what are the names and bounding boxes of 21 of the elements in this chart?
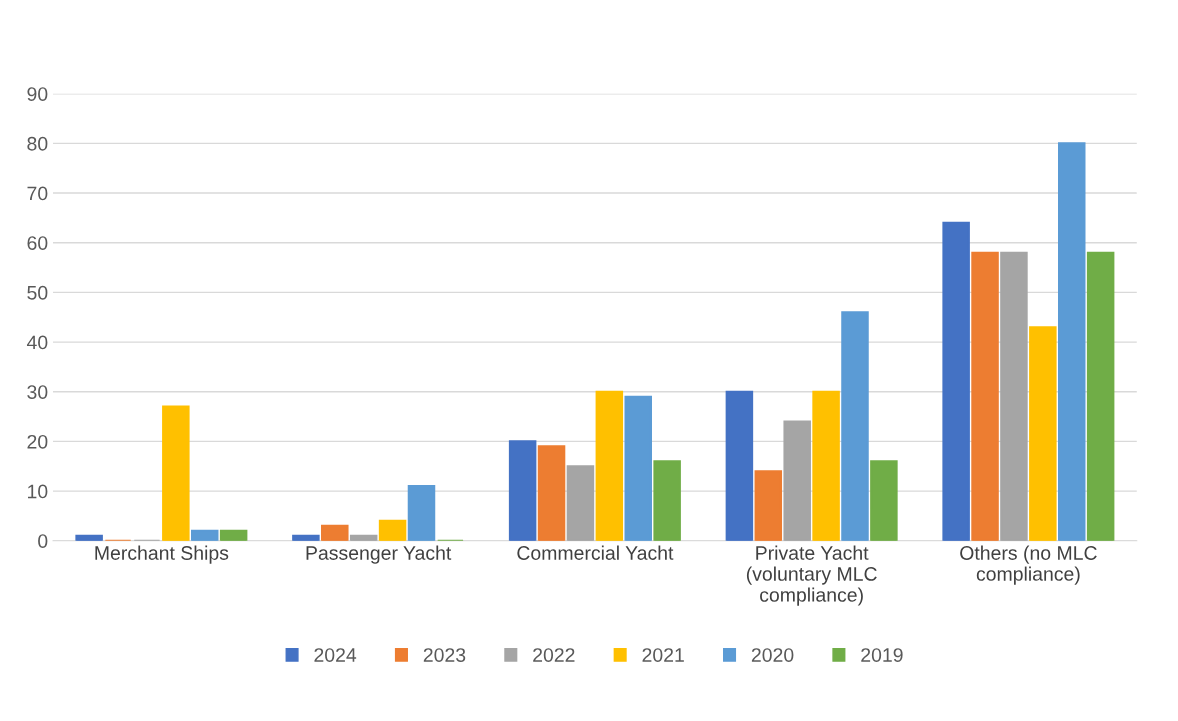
- y-tick-label: 60: [27, 236, 48, 250]
- y-tick-label: 0: [38, 534, 48, 548]
- x-tick-label: Merchant Ships: [95, 545, 229, 564]
- x-tick-label: Commercial Yacht: [517, 545, 674, 560]
- y-tick-label: 30: [27, 385, 48, 399]
- legend-label: 2023: [423, 648, 466, 662]
- legend-label: 2022: [533, 648, 575, 662]
- x-tick-label: Passenger Yacht: [306, 545, 452, 564]
- legend-label: 2021: [642, 648, 684, 662]
- legend-label: 2019: [861, 648, 903, 662]
- y-tick-label: 80: [27, 136, 48, 151]
- legend-label: 2020: [751, 648, 794, 662]
- y-tick-label: 20: [27, 434, 48, 449]
- legend-label: 2024: [314, 648, 357, 662]
- x-tick-label: Private Yacht (voluntary MLC compliance): [746, 545, 877, 606]
- y-tick-label: 50: [27, 285, 48, 300]
- y-tick-label: 70: [27, 186, 48, 201]
- y-tick-label: 90: [27, 87, 48, 101]
- y-tick-label: 10: [28, 484, 48, 499]
- y-tick-label: 40: [26, 335, 48, 350]
- x-tick-label: Others (no MLC compliance): [960, 545, 1097, 585]
